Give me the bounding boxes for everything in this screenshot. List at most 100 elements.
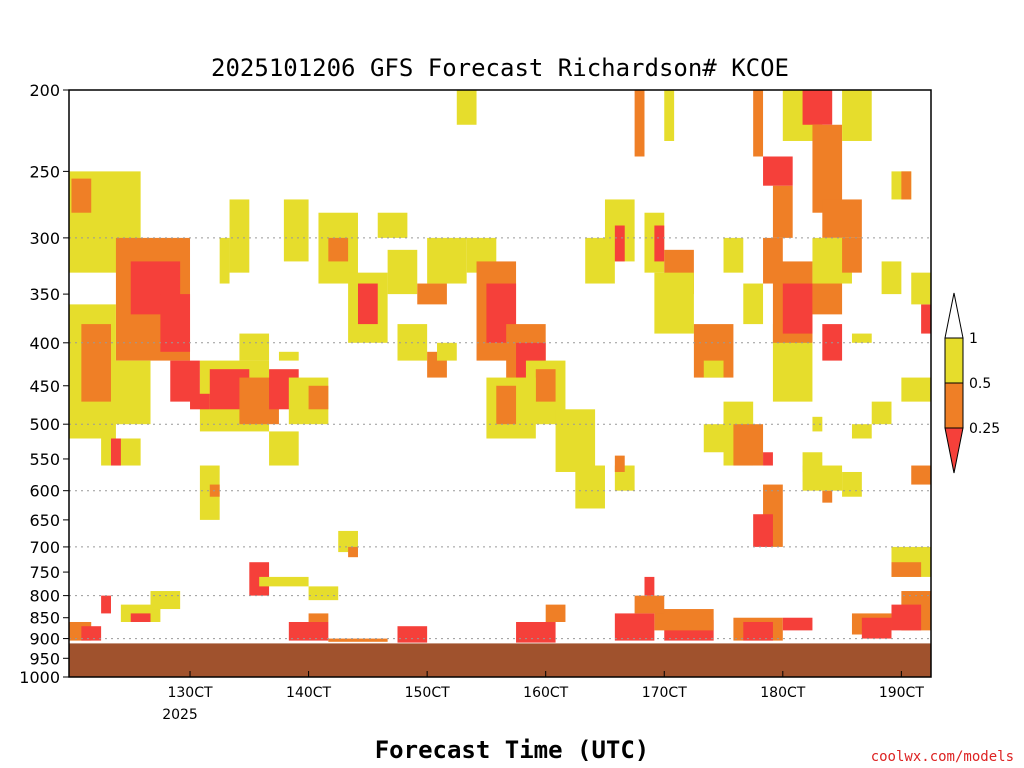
heatmap-cell-red xyxy=(763,452,773,466)
y-tick-label: 550 xyxy=(29,450,60,469)
x-tick-sublabel: 2025 xyxy=(162,707,198,723)
heatmap-cell-yellow xyxy=(377,212,408,238)
heatmap-cell-orange xyxy=(348,546,358,558)
heatmap-cell-yellow xyxy=(851,333,872,343)
heatmap-cell-yellow xyxy=(239,333,270,361)
heatmap-cell-orange xyxy=(901,171,912,200)
heatmap-cell-yellow xyxy=(387,249,418,295)
heatmap-cell-orange xyxy=(654,609,714,631)
heatmap-cell-orange xyxy=(417,283,447,305)
heatmap-cell-yellow xyxy=(283,199,309,262)
heatmap-cell-yellow xyxy=(259,576,309,587)
heatmap-cell-red xyxy=(357,283,378,325)
legend-bin-0.5-1 xyxy=(944,337,964,384)
x-tick-label: 190CT xyxy=(879,685,924,701)
heatmap-cell-yellow xyxy=(555,409,596,472)
y-tick-label: 900 xyxy=(29,630,60,649)
y-tick-label: 200 xyxy=(29,81,60,100)
heatmap-cell-red xyxy=(763,156,793,186)
heatmap-cell-red xyxy=(130,613,151,622)
heatmap-cell-red xyxy=(614,613,655,641)
heatmap-cell-yellow xyxy=(703,360,724,378)
y-tick-label: 300 xyxy=(29,229,60,248)
heatmap-cell-yellow xyxy=(664,90,675,141)
heatmap-cell-orange xyxy=(308,613,329,622)
terrain-fill xyxy=(69,643,931,678)
heatmap-cell-yellow xyxy=(842,471,862,497)
heatmap-cell-orange xyxy=(545,604,566,622)
heatmap-cell-orange xyxy=(733,424,764,466)
heatmap-cell-red xyxy=(743,621,773,641)
x-tick-label: 150CT xyxy=(405,685,450,701)
y-tick-label: 950 xyxy=(29,649,60,668)
y-tick-label: 450 xyxy=(29,377,60,396)
legend-bin-0.25-0.5 xyxy=(944,382,964,429)
heatmap-cell-red xyxy=(190,393,210,410)
chart-title: 2025101206 GFS Forecast Richardson# KCOE xyxy=(211,54,789,82)
heatmap-cell-yellow xyxy=(229,199,250,273)
heatmap-cell-yellow xyxy=(901,377,931,402)
heatmap-cell-orange xyxy=(891,562,922,577)
heatmap-cell-orange xyxy=(614,455,625,472)
heatmap-cell-yellow xyxy=(911,272,931,305)
x-tick-label: 180CT xyxy=(760,685,805,701)
heatmap-cell-yellow xyxy=(881,261,902,295)
y-axis: 200 250 300 350 400 450 500 550 600 650 700 750 800 8… xyxy=(19,81,69,687)
x-tick-label: 170CT xyxy=(642,685,687,701)
legend-label: 0.5 xyxy=(969,376,991,392)
y-tick-label: 350 xyxy=(29,285,60,304)
heatmap-cell-orange xyxy=(328,638,388,642)
x-tick-label: 160CT xyxy=(523,685,568,701)
heatmap-cell-yellow xyxy=(427,237,467,284)
heatmap-cell-yellow xyxy=(812,416,823,432)
heatmap-cell-yellow xyxy=(743,283,764,325)
y-tick-label: 700 xyxy=(29,538,60,557)
heatmap-cell-orange xyxy=(812,124,843,213)
heatmap-cell-orange xyxy=(496,385,517,425)
y-tick-label: 650 xyxy=(29,511,60,530)
heatmap-cell-yellow xyxy=(456,90,477,125)
heatmap-cell-red xyxy=(614,225,625,262)
x-axis-label: Forecast Time (UTC) xyxy=(375,736,650,764)
heatmap-cell-orange xyxy=(328,237,349,262)
heatmap-cell-orange xyxy=(842,237,862,273)
heatmap-cell-red xyxy=(802,90,833,125)
y-tick-label: 400 xyxy=(29,334,60,353)
credit-text: coolwx.com/models xyxy=(871,749,1014,765)
heatmap-cell-red xyxy=(753,514,773,547)
y-tick-label: 500 xyxy=(29,415,60,434)
heatmap-cell-yellow xyxy=(871,401,892,425)
heatmap-cell-yellow xyxy=(110,360,151,425)
y-tick-label: 250 xyxy=(29,162,60,181)
heatmap-cell-yellow xyxy=(338,530,358,553)
heatmap-cell-orange xyxy=(822,199,862,238)
legend-label: 0.25 xyxy=(969,421,1000,437)
heatmap-cell-yellow xyxy=(269,431,299,466)
heatmap-cell-orange xyxy=(535,369,556,402)
heatmap-cell-orange xyxy=(71,178,92,213)
heatmap-cell-red xyxy=(288,621,329,641)
heatmap-cell-orange xyxy=(753,90,764,157)
heatmap-cell-orange xyxy=(772,185,793,238)
x-tick-label: 140CT xyxy=(286,685,331,701)
y-tick-label: 750 xyxy=(29,563,60,582)
heatmap-cell-red xyxy=(654,225,665,262)
heatmap-cell-red xyxy=(782,283,813,334)
heatmap-cell-yellow xyxy=(219,237,230,284)
heatmap-cell-yellow xyxy=(654,272,694,334)
heatmap-cell-orange xyxy=(634,90,645,157)
heatmap-cell-orange xyxy=(308,385,329,410)
legend: 1 0.5 0.25 xyxy=(944,292,1000,474)
y-tick-label: 1000 xyxy=(19,668,60,687)
heatmap-cell-orange xyxy=(81,324,111,402)
terrain-rect xyxy=(69,643,931,677)
heatmap-cell-yellow xyxy=(308,586,339,601)
heatmap-cell-orange xyxy=(822,490,833,503)
heatmap-cell-yellow xyxy=(851,424,872,439)
y-tick-label: 800 xyxy=(29,587,60,606)
heatmap-cell-red xyxy=(110,438,121,466)
y-tick-label: 850 xyxy=(29,609,60,628)
heatmap-cell-yellow xyxy=(575,465,605,509)
x-axis: 130CT 2025 140CT 150CT 160CT 170CT 180CT 190CT xyxy=(162,671,924,723)
